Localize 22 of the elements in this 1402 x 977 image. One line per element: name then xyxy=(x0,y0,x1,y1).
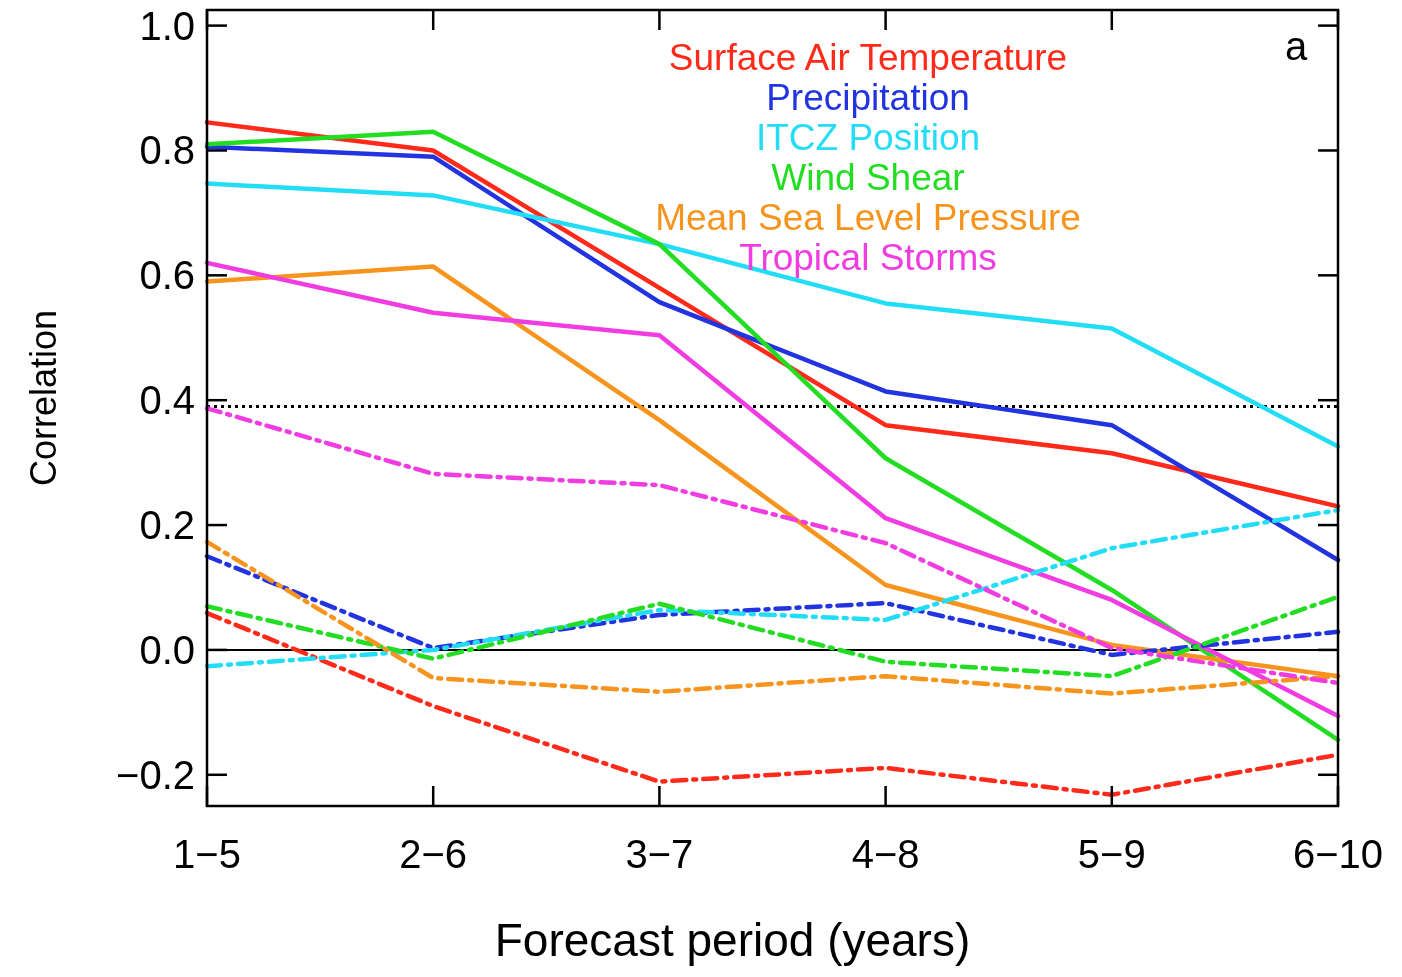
text: Wind Shear xyxy=(771,157,965,198)
text: Surface Air Temperature xyxy=(668,37,1068,78)
y-tick-label: 0.4 xyxy=(139,378,195,423)
y-tick-label: 0.6 xyxy=(139,253,195,298)
x-axis-title: Forecast period (years) xyxy=(494,914,971,966)
x-tick-label: 3−7 xyxy=(625,832,694,876)
x-tick-label: 2−6 xyxy=(399,832,468,876)
y-tick-label: −0.2 xyxy=(116,752,195,797)
y-axis-title: Correlation xyxy=(23,309,64,487)
y-tick-label: 0.2 xyxy=(139,503,195,548)
text: Tropical Storms xyxy=(739,237,997,278)
text: Precipitation xyxy=(766,77,970,118)
y-tick-label: 0.8 xyxy=(139,128,195,173)
x-tick-label: 6−10 xyxy=(1292,832,1384,876)
text: Mean Sea Level Pressure xyxy=(655,197,1081,238)
x-tick-label: 5−9 xyxy=(1077,832,1146,876)
x-tick-label: 1−5 xyxy=(173,832,241,876)
x-tick-label: 4−8 xyxy=(851,832,920,876)
text: 0.0 xyxy=(139,627,195,672)
text: ITCZ Position xyxy=(755,117,981,158)
text: 1.0 xyxy=(139,3,195,48)
annotation: a xyxy=(1284,24,1308,68)
